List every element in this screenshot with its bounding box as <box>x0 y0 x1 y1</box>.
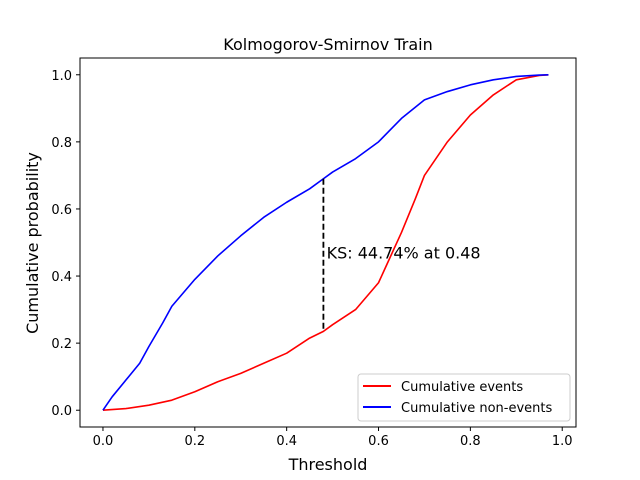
chart-title: Kolmogorov-Smirnov Train <box>223 35 432 54</box>
axes-frame <box>79 57 577 428</box>
ks-annotation: KS: 44.74% at 0.48 <box>327 244 481 263</box>
series-line-non-events <box>102 73 549 411</box>
legend-label-non-events: Cumulative non-events <box>401 401 552 416</box>
x-axis-ticks: 0.0 0.2 0.4 0.6 0.8 1.0 <box>93 427 573 449</box>
x-tick-label: 0.2 <box>184 434 205 449</box>
y-axis-ticks: 0.0 0.2 0.4 0.6 0.8 1.0 <box>51 69 80 419</box>
series-line-events <box>102 73 549 412</box>
x-tick-label: 0.0 <box>93 434 114 449</box>
y-tick-label: 0.8 <box>51 136 72 151</box>
x-axis-label: Threshold <box>288 455 368 474</box>
y-tick-label: 1.0 <box>51 69 72 84</box>
y-tick-label: 0.0 <box>51 404 72 419</box>
x-tick-label: 0.8 <box>460 434 481 449</box>
x-tick-label: 1.0 <box>552 434 573 449</box>
x-tick-label: 0.4 <box>276 434 297 449</box>
y-tick-label: 0.4 <box>51 270 72 285</box>
y-tick-label: 0.2 <box>51 337 72 352</box>
legend-box <box>357 373 571 422</box>
plot-area <box>102 73 549 412</box>
y-axis-label: Cumulative probability <box>23 152 42 334</box>
y-tick-label: 0.6 <box>51 203 72 218</box>
legend: Cumulative events Cumulative non-events <box>357 373 571 422</box>
x-tick-label: 0.6 <box>368 434 389 449</box>
legend-label-events: Cumulative events <box>401 380 523 395</box>
